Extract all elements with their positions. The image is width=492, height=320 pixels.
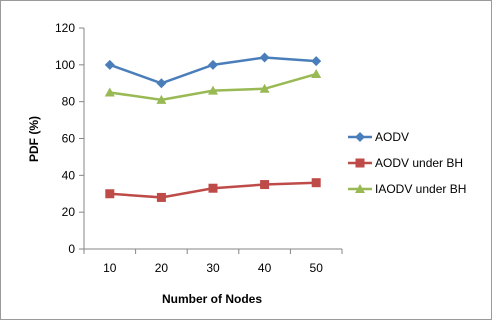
data-point (156, 94, 167, 104)
data-point (311, 178, 321, 188)
series-square (105, 178, 321, 202)
x-tick-label: 10 (103, 261, 117, 275)
y-axis-title: PDF (%) (27, 116, 41, 162)
y-tick-label: 100 (55, 58, 75, 72)
legend-item: AODV under BH (348, 156, 463, 170)
y-tick-label: 80 (62, 95, 76, 109)
x-tick-label: 30 (206, 261, 220, 275)
data-point (156, 78, 167, 89)
legend-item: AODV (348, 130, 409, 144)
legend: AODV AODV under BH IAODV under BH (348, 130, 466, 196)
data-point (208, 59, 218, 70)
y-tick-label: 20 (62, 205, 76, 219)
data-point (311, 56, 322, 67)
series-diamond (104, 52, 322, 89)
data-point (208, 183, 218, 193)
legend-label: AODV (375, 130, 409, 144)
legend-marker (355, 132, 365, 142)
legend-label: IAODV under BH (375, 182, 466, 196)
y-tick-label: 0 (68, 242, 75, 256)
x-axis-title: Number of Nodes (162, 292, 262, 306)
data-point (259, 52, 270, 63)
series-triangle (104, 69, 322, 104)
y-tick-label: 40 (62, 168, 76, 182)
legend-marker (355, 184, 365, 193)
series-layer (104, 52, 322, 202)
legend-label: AODV under BH (375, 156, 463, 170)
legend-marker (355, 158, 365, 168)
y-tick-label: 60 (62, 132, 76, 146)
legend-item: IAODV under BH (348, 182, 466, 196)
data-point (311, 69, 322, 79)
data-point (156, 192, 166, 202)
y-axis-ticks: 0 20 40 60 80 100 120 (55, 21, 84, 256)
x-axis-ticks: 10 20 30 40 50 (83, 249, 343, 275)
x-tick-label: 20 (155, 261, 169, 275)
data-point (104, 87, 115, 97)
data-point (104, 59, 115, 70)
data-point (260, 180, 270, 190)
x-tick-label: 40 (258, 261, 272, 275)
x-tick-label: 50 (310, 261, 324, 275)
data-point (208, 85, 218, 95)
data-point (105, 189, 115, 199)
y-tick-label: 120 (55, 21, 75, 35)
data-point (259, 83, 270, 93)
